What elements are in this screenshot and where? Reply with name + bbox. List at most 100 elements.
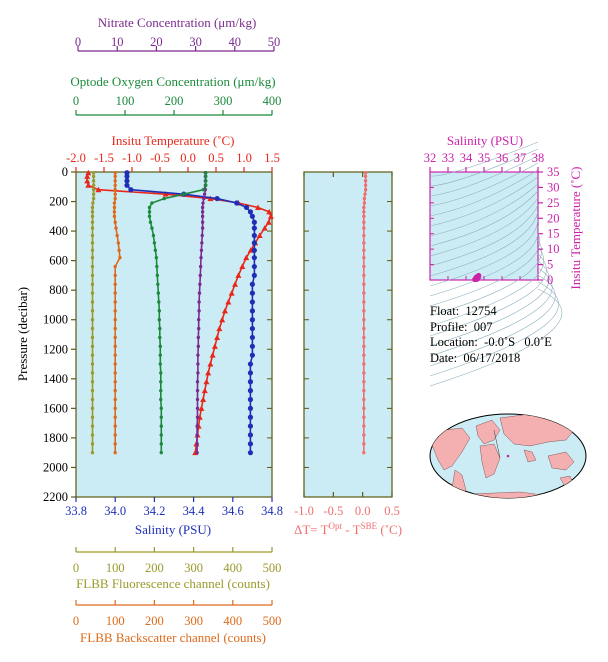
nitrate-point — [197, 309, 201, 313]
ts-isopycnal — [429, 197, 539, 257]
oxygen-point — [159, 415, 163, 419]
nitrate-point — [198, 264, 203, 269]
temperature-point — [207, 361, 214, 367]
backscatter-point — [113, 362, 117, 366]
ts-salinity-tick-label: 36 — [496, 151, 509, 165]
fluorescence-tick-label: 400 — [223, 561, 242, 575]
delta_t-point — [362, 326, 366, 331]
temperature-point — [85, 182, 92, 188]
oxygen-point — [204, 183, 208, 187]
temperature-point — [265, 219, 272, 225]
fluorescence-tick-label: 0 — [73, 561, 79, 575]
pressure-tick-label: 800 — [49, 283, 68, 297]
fluorescence-point — [90, 309, 95, 313]
fluorescence-point — [90, 424, 95, 428]
salinity-tick-label: 34.6 — [222, 504, 244, 518]
oxygen-tick-label: 300 — [214, 94, 233, 108]
ts-isopycnal — [429, 260, 550, 347]
fluorescence-tick-label: 500 — [263, 561, 282, 575]
pressure-tick-label: 600 — [49, 254, 68, 268]
nitrate-point — [200, 205, 205, 210]
pressure-tick-label: 400 — [49, 224, 68, 238]
oxygen-point — [155, 273, 160, 278]
temperature-point — [211, 343, 218, 349]
delta_t-point — [362, 397, 366, 402]
ts-salinity-tick-label: 32 — [424, 151, 437, 165]
nitrate-point — [198, 282, 202, 286]
delta_t-point — [362, 291, 366, 295]
oxygen-point — [150, 226, 154, 230]
float-id: Float: 12754 — [430, 304, 497, 318]
nitrate-point — [195, 424, 199, 428]
salinity-point — [214, 195, 220, 202]
temperature-point — [256, 232, 263, 239]
delta_t-point — [362, 205, 366, 210]
backscatter-point — [113, 188, 117, 192]
ts-isopycnal — [429, 155, 539, 197]
salinity-point — [249, 343, 255, 349]
temperature-tick-label: 0.0 — [180, 151, 196, 165]
temperature-point — [261, 225, 268, 231]
ts-isopycnal — [429, 176, 539, 227]
oxygen-point — [159, 433, 163, 437]
fluorescence-point — [90, 380, 95, 384]
ts-isopycnal — [429, 169, 539, 217]
oxygen-point — [162, 196, 166, 201]
ts-isopycnal — [429, 281, 559, 377]
nitrate-point — [200, 214, 205, 219]
oxygen-point — [148, 220, 153, 224]
fluorescence-point — [90, 326, 95, 331]
delta_t-point — [362, 415, 366, 419]
ts-isopycnal — [429, 183, 539, 237]
nitrate-point — [200, 210, 205, 214]
oxygen-point — [204, 179, 208, 183]
temperature-tick-label: -2.0 — [66, 151, 86, 165]
delta-t-tick-label: -1.0 — [294, 504, 314, 518]
ts-isopycnal — [429, 225, 539, 297]
backscatter-point — [113, 388, 117, 393]
nitrate-point — [195, 397, 200, 402]
pressure-axis-label: Pressure (decibar) — [15, 287, 30, 381]
oxygen-point — [159, 397, 163, 402]
fluorescence-point — [90, 226, 95, 230]
backscatter-tick-label: 400 — [223, 614, 242, 628]
nitrate-point — [196, 353, 200, 357]
backscatter-tick-label: 300 — [184, 614, 203, 628]
fluorescence-point — [90, 318, 95, 322]
oxygen-point — [152, 241, 157, 245]
oxygen-axis-label: Optode Oxygen Concentration (μm/kg) — [70, 74, 275, 89]
nitrate-point — [195, 380, 200, 384]
delta_t-point — [362, 450, 366, 455]
fluorescence-tick-label: 200 — [145, 561, 164, 575]
delta_t-point — [362, 309, 366, 313]
fluorescence-point — [90, 291, 95, 295]
salinity-point — [247, 441, 254, 447]
backscatter-point — [113, 309, 117, 313]
nitrate-point — [196, 335, 201, 340]
salinity-point — [247, 414, 254, 420]
fluorescence-point — [90, 255, 95, 260]
salinity-tick-label: 34.0 — [104, 504, 126, 518]
nitrate-point — [199, 248, 204, 252]
fluorescence-point — [91, 183, 96, 187]
nitrate-point — [196, 344, 201, 349]
ts-salinity-axis-label: Salinity (PSU) — [447, 133, 523, 148]
oxygen-point — [153, 248, 158, 252]
temperature-tick-label: 1.0 — [236, 151, 252, 165]
backscatter-point — [113, 282, 117, 286]
ts-isopycnal — [429, 218, 539, 287]
fluorescence-point — [90, 264, 95, 269]
fluorescence-point — [90, 300, 95, 304]
oxygen-axis: Optode Oxygen Concentration (μm/kg) 0 100… — [70, 74, 281, 116]
backscatter-tick-label: 100 — [106, 614, 125, 628]
nitrate-tick-label: 40 — [229, 35, 242, 49]
backscatter-point — [113, 397, 117, 402]
nitrate-point — [201, 201, 205, 205]
backscatter-axis-label: FLBB Backscatter channel (counts) — [80, 630, 266, 645]
location: Location: -0.0˚S 0.0˚E — [430, 335, 552, 349]
oxygen-tick-label: 0 — [73, 94, 79, 108]
backscatter-point — [113, 183, 117, 187]
fluorescence-point — [91, 192, 96, 196]
nitrate-point — [196, 371, 200, 375]
ts-temperature-tick-label: 0 — [547, 273, 553, 287]
